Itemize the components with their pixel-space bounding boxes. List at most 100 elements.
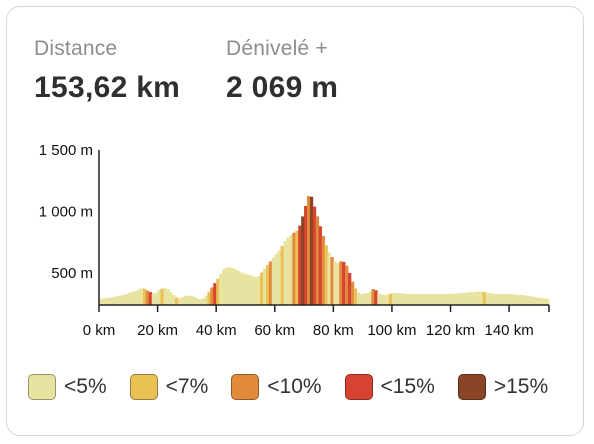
profile-segment [306,196,311,305]
profile-segment [368,291,372,305]
gradient-bands [99,196,550,305]
profile-segment [418,293,422,305]
profile-segment [312,206,317,305]
profile-segment [424,293,428,305]
profile-segment [377,293,381,305]
profile-segment [242,273,246,305]
profile-segment [473,291,478,305]
profile-segment [541,298,545,305]
chart-axes [98,150,549,306]
elevation-gain-value: 2 069 m [226,71,339,104]
profile-segment [283,241,287,305]
profile-segment [350,281,355,305]
x-axis-ticks: 0 km 20 km 40 km 60 km 80 km 100 km 120 km 140 … [83,305,550,339]
profile-segment [227,267,232,305]
profile-segment [254,277,258,305]
profile-segment [107,297,112,305]
profile-segment [356,292,361,305]
profile-segment [421,293,425,305]
profile-segment [128,292,132,305]
profile-segment [195,298,199,305]
y-axis-ticks: 500 m 1 000 m 1 500 m [39,142,93,282]
profile-segment [277,250,282,305]
profile-segment [166,289,170,305]
profile-segment [183,296,188,305]
profile-segment [517,294,522,305]
profile-segment [547,298,550,305]
profile-segment [386,294,390,305]
profile-segment [145,290,150,305]
profile-segment [479,291,484,305]
x-tick-label: 20 km [137,322,178,339]
profile-segment [406,293,410,305]
profile-segment [236,270,241,305]
y-tick-label: 1 500 m [39,142,93,159]
profile-segment [134,290,138,305]
legend-item: <5% [28,374,107,400]
profile-segment [538,297,542,305]
profile-segment [248,275,252,305]
profile-segment [459,293,463,305]
profile-segment [131,291,135,305]
legend-label: <15% [380,375,435,398]
profile-segment [324,245,328,305]
profile-segment [219,273,223,305]
profile-segment [224,267,229,305]
x-tick-label: 100 km [367,322,416,339]
profile-segment [122,294,126,305]
profile-segment [163,288,167,305]
profile-segment [450,293,454,305]
legend-swatch [28,374,56,400]
profile-segment [529,296,533,305]
profile-segment [432,293,437,305]
profile-segment [362,293,366,305]
profile-segment [257,276,261,305]
profile-segment [435,293,440,305]
profile-segment [271,257,276,305]
profile-segment [380,294,384,305]
profile-segment [101,298,106,305]
profile-segment [265,265,270,305]
profile-segment [465,292,469,305]
profile-segment [485,292,489,305]
x-tick-label: 40 km [196,322,237,339]
profile-segment [456,293,460,305]
profile-segment [154,292,158,305]
profile-segment [503,293,507,305]
profile-segment [268,261,273,305]
profile-segment [347,273,352,305]
profile-segment [453,293,457,305]
profile-segment [336,263,340,305]
profile-segment [110,297,115,305]
profile-segment [359,293,364,305]
profile-segment [462,292,466,305]
distance-stat: Distance 153,62 km [34,37,180,105]
profile-segment [99,298,103,305]
profile-segment [415,293,419,305]
profile-segment [295,230,299,305]
profile-segment [512,294,516,305]
profile-segment [333,261,337,305]
profile-segment [441,293,446,305]
profile-segment [444,293,448,305]
profile-segment [172,295,176,305]
x-tick-label: 80 km [313,322,354,339]
y-tick-label: 500 m [51,265,93,282]
profile-segment [327,252,331,305]
profile-segment [233,269,238,305]
profile-segment [315,216,320,305]
profile-segment [491,293,495,305]
profile-segment [201,298,205,305]
profile-segment [113,296,117,305]
profile-segment [104,298,109,305]
profile-segment [157,290,161,305]
profile-segment [532,296,536,305]
profile-segment [274,253,279,305]
profile-segment [213,283,217,305]
profile-segment [544,298,548,305]
profile-segment [371,289,375,305]
profile-segment [260,272,264,305]
profile-segment [400,293,405,305]
legend-label: <5% [64,375,107,398]
